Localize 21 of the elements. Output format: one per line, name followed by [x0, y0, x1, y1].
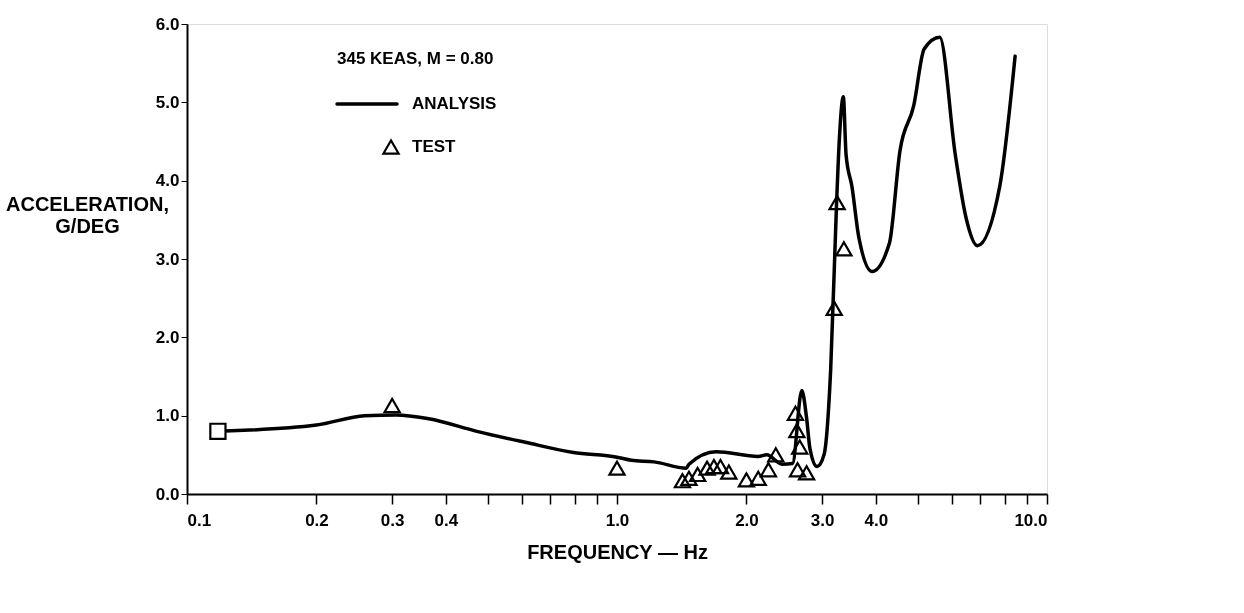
y-axis-title: ACCELERATION, G/DEG — [6, 192, 169, 237]
y-tick-label: 2.0 — [155, 327, 180, 347]
x-tick-label: 2.0 — [735, 510, 759, 530]
x-tick-label: 0.3 — [380, 510, 405, 530]
x-tick-label: 3.0 — [810, 510, 835, 530]
y-tick-label: 4.0 — [155, 171, 180, 191]
x-tick-label: 10.0 — [1014, 510, 1048, 530]
y-tick-label: 3.0 — [155, 249, 180, 269]
legend-title: 345 KEAS, M = 0.80 — [337, 49, 494, 68]
x-tick-label: 1.0 — [605, 510, 630, 530]
y-tick-label: 1.0 — [155, 406, 180, 426]
x-tick-label: 4.0 — [864, 510, 889, 530]
x-tick-label: 0.4 — [434, 510, 459, 530]
x-axis-title: FREQUENCY — Hz — [527, 540, 708, 563]
legend-label: ANALYSIS — [412, 94, 497, 113]
x-tick-label: 0.2 — [305, 510, 329, 530]
y-tick-label: 0.0 — [155, 484, 180, 504]
legend-label: TEST — [412, 137, 457, 156]
y-tick-label: 5.0 — [155, 92, 180, 112]
y-tick-label: 6.0 — [155, 14, 180, 34]
x-tick-label: 0.1 — [187, 510, 212, 530]
